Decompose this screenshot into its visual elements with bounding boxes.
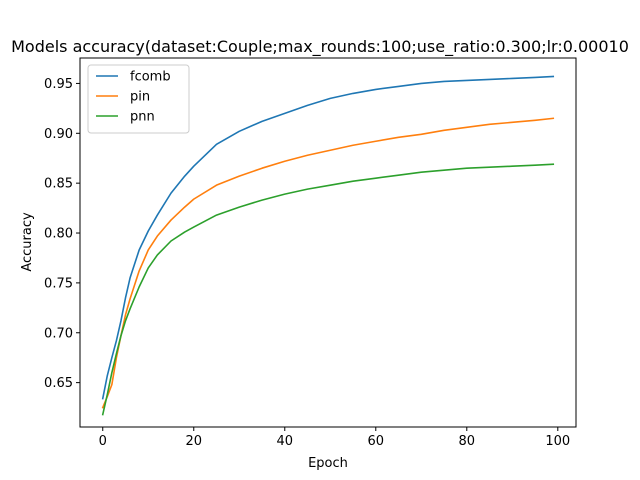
series-line-pnn: [101, 163, 555, 416]
axis-ticks: 0 20 40 60 80 100 0.65 0.70 0.75 0.80 0.85 0.90 0.95: [44, 77, 570, 449]
y-tick-label: 0.70: [44, 326, 73, 341]
y-tick-label: 0.75: [44, 276, 73, 291]
series-line-pin: [101, 117, 555, 409]
series-lines: [101, 75, 555, 416]
x-tick-label: 60: [368, 434, 385, 449]
axes-frame: [79, 57, 577, 428]
x-tick-label: 40: [276, 434, 293, 449]
y-tick-label: 0.85: [44, 177, 73, 192]
legend-label-pnn: pnn: [130, 110, 155, 125]
x-tick-label: 100: [545, 434, 570, 449]
legend-label-fcomb: fcomb: [130, 70, 171, 85]
series-line-fcomb: [101, 75, 555, 400]
x-tick-label: 20: [185, 434, 202, 449]
x-tick-label: 0: [99, 434, 107, 449]
legend: fcomb pin pnn: [87, 64, 190, 134]
y-tick-label: 0.65: [44, 376, 73, 391]
y-tick-label: 0.95: [44, 77, 73, 92]
y-tick-label: 0.80: [44, 227, 73, 242]
chart-title: Models accuracy(dataset:Couple;max_round…: [11, 37, 629, 57]
x-axis-label: Epoch: [308, 456, 348, 471]
y-axis-label: Accuracy: [20, 212, 35, 272]
x-tick-label: 80: [459, 434, 476, 449]
legend-label-pin: pin: [130, 90, 150, 105]
y-tick-label: 0.90: [44, 127, 73, 142]
